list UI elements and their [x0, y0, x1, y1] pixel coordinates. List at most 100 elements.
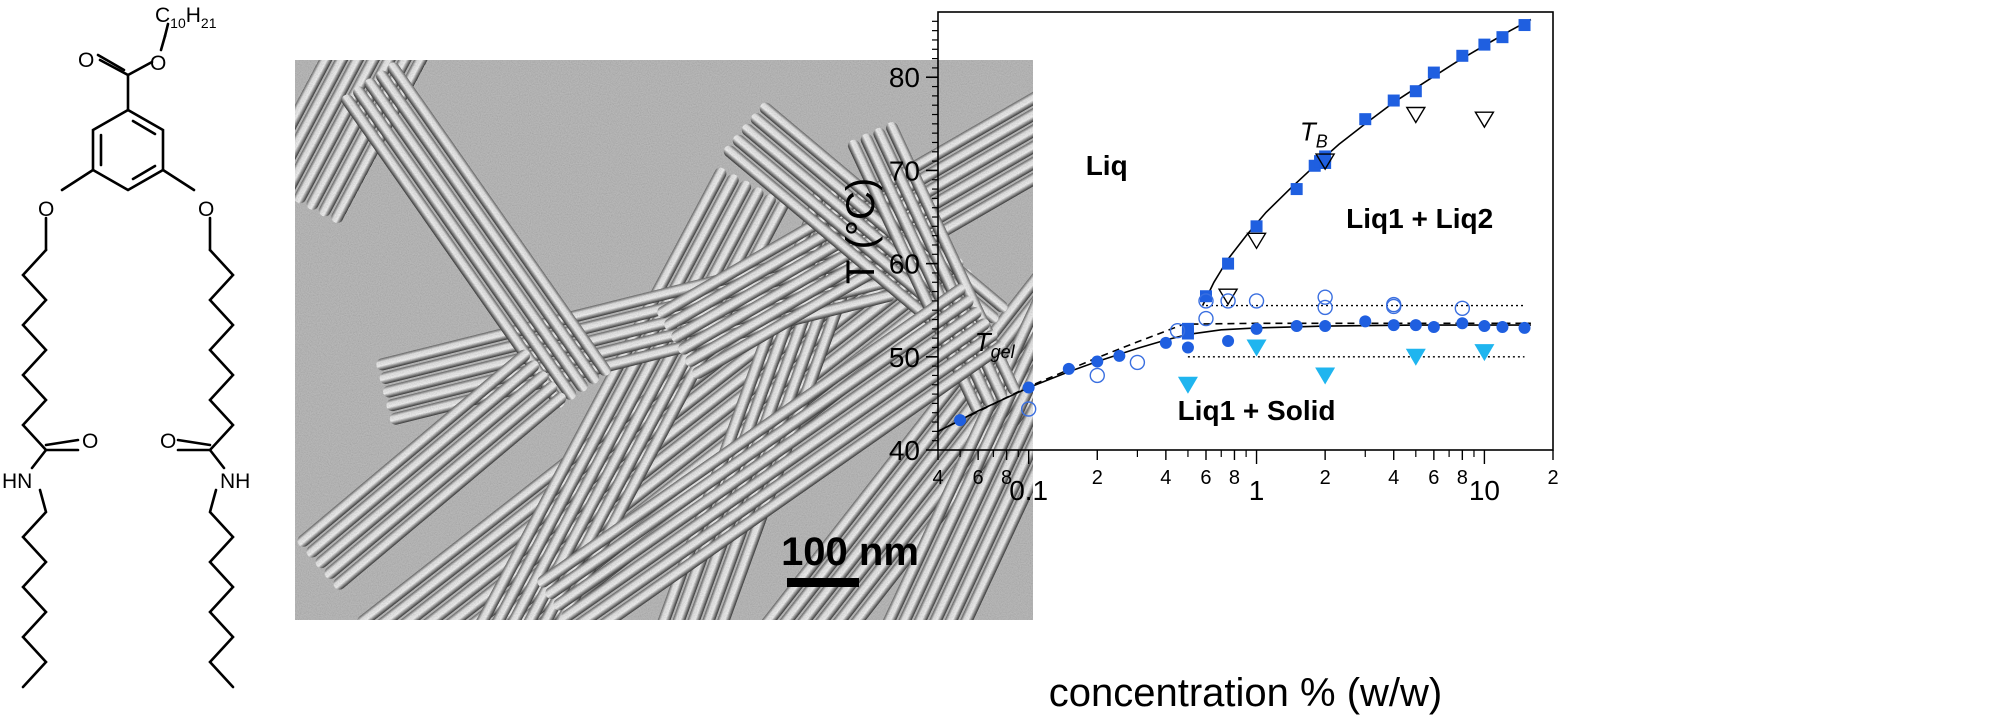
right-amide-o: O: [160, 430, 176, 453]
alkyl-chain-label: C10H21: [155, 4, 217, 31]
data-point-open-circle: [1220, 293, 1236, 309]
left-amide-o: O: [82, 430, 98, 453]
data-point-square: [1427, 66, 1440, 79]
y-tick-label: 40: [889, 435, 920, 466]
x-tick-label: 4: [1160, 467, 1171, 489]
x-tick-label: 4: [1388, 467, 1399, 489]
data-point-square: [1518, 19, 1531, 32]
ester-ether-o: O: [150, 52, 166, 75]
data-point-circle: [1427, 320, 1440, 333]
data-point-circle: [1181, 341, 1194, 354]
x-tick-label: 2: [1547, 467, 1558, 489]
y-tick-label: 70: [889, 155, 920, 186]
data-point-circle: [1387, 319, 1400, 332]
fiber-bundle: [297, 349, 567, 590]
y-axis-label: T (°C): [840, 178, 883, 284]
region-label: Liq1 + Liq2: [1346, 203, 1493, 234]
tgel-label: Tgel: [975, 327, 1016, 362]
data-point-circle: [1159, 336, 1172, 349]
data-point-open-triangle: [1405, 106, 1427, 124]
data-point-open-circle: [1198, 293, 1214, 309]
x-tick-label: 2: [1320, 467, 1331, 489]
data-point-square: [1496, 31, 1509, 44]
fiber-bundle: [341, 62, 611, 408]
data-point-circle: [1250, 322, 1263, 335]
data-point-circle: [1091, 355, 1104, 368]
data-point-square: [1222, 257, 1235, 270]
x-axis-label: concentration % (w/w): [1049, 671, 1442, 715]
right-ether-o: O: [198, 198, 214, 221]
data-point-filled-triangle: [1246, 339, 1267, 357]
y-tick-label: 50: [889, 342, 920, 373]
data-point-open-triangle: [1217, 288, 1239, 306]
data-point-open-circle: [1386, 298, 1402, 315]
data-point-square: [1199, 290, 1212, 303]
data-point-circle: [1496, 320, 1509, 333]
data-point-filled-triangle: [1405, 348, 1426, 366]
x-tick-label: 2: [1092, 467, 1103, 489]
plot-frame: [937, 11, 1554, 451]
x-tick-label: 8: [1229, 467, 1240, 489]
data-point-open-triangle: [1474, 111, 1495, 129]
data-point-open-circle: [1317, 299, 1333, 316]
tb-label: TB: [1300, 117, 1328, 152]
data-point-filled-triangle: [1315, 367, 1336, 385]
data-point-square: [1319, 150, 1332, 163]
x-tick-label: 1: [1249, 475, 1265, 506]
data-point-square: [1250, 220, 1263, 233]
data-point-circle: [1290, 320, 1303, 333]
data-point-open-circle: [1454, 300, 1471, 317]
region-label: Liq: [1086, 150, 1128, 181]
data-point-filled-triangle: [1474, 344, 1495, 362]
x-tick-label: 6: [1428, 467, 1439, 489]
left-amide-nh: HN: [2, 470, 32, 493]
scale-bar: [787, 578, 859, 587]
fit-line: [1201, 18, 1532, 306]
data-point-square: [1478, 38, 1491, 51]
data-point-circle: [1319, 320, 1332, 333]
y-tick-label: 60: [889, 249, 920, 280]
x-tick-label: 4: [932, 467, 943, 489]
data-point-circle: [1518, 321, 1531, 334]
data-point-open-circle: [1169, 323, 1186, 339]
x-tick-label: 6: [1200, 467, 1211, 489]
data-point-circle: [1359, 315, 1372, 328]
x-tick-label: 10: [1469, 475, 1500, 506]
x-tick-label: 0.1: [1009, 475, 1048, 506]
data-point-circle: [1222, 334, 1235, 347]
data-point-circle: [1062, 362, 1075, 375]
data-point-filled-triangle: [1177, 376, 1198, 394]
data-point-circle: [1478, 320, 1491, 333]
fiber-bundle: [537, 284, 1006, 620]
fiber-bundle: [856, 210, 1033, 620]
data-point-circle: [1113, 349, 1126, 362]
data-point-circle: [1022, 381, 1035, 394]
x-tick-label: 8: [1457, 467, 1468, 489]
data-point-open-circle: [1198, 310, 1214, 327]
data-point-square: [1387, 94, 1400, 107]
data-point-open-triangle: [1246, 232, 1267, 250]
y-tick-label: 80: [889, 62, 920, 93]
data-point-open-circle: [1248, 293, 1265, 309]
data-point-open-circle: [1020, 401, 1037, 417]
data-point-circle: [954, 414, 967, 427]
data-point-square: [1409, 85, 1422, 98]
scale-bar-label: 100 nm: [781, 530, 919, 574]
data-point-square: [1456, 49, 1469, 62]
data-point-square: [1359, 113, 1372, 126]
fit-line: [937, 324, 1531, 433]
region-label: Liq1 + Solid: [1178, 395, 1336, 426]
data-point-circle: [1456, 317, 1469, 330]
data-point-open-circle: [1129, 354, 1146, 371]
x-tick-label: 6: [973, 467, 984, 489]
ester-carbonyl-o: O: [78, 49, 94, 72]
data-point-circle: [1409, 319, 1422, 332]
data-point-open-triangle: [1314, 153, 1336, 171]
data-point-square: [1290, 183, 1303, 196]
data-point-open-circle: [1317, 289, 1333, 305]
left-ether-o: O: [38, 198, 54, 221]
molecule-structure: O O C10H21 O O O O HN NH: [2, 4, 250, 689]
right-amide-nh: NH: [220, 470, 250, 493]
